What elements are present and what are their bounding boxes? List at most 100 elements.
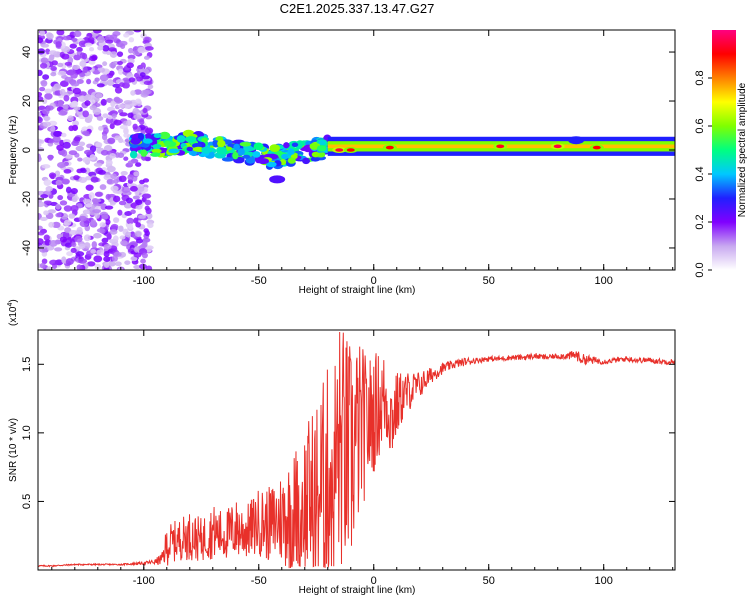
noise-speckle [103, 262, 110, 269]
band-mark [130, 137, 141, 145]
colorbar-tick-label: 0.8 [694, 70, 706, 85]
noise-speckle [76, 264, 82, 270]
noise-speckle [133, 246, 140, 253]
noise-speckle [89, 55, 97, 62]
noise-speckle [119, 112, 128, 117]
noise-speckle [62, 104, 69, 110]
noise-speckle [135, 238, 143, 244]
noise-speckle [41, 164, 51, 169]
noise-speckle [45, 186, 53, 192]
noise-speckle [135, 222, 142, 228]
noise-speckle [109, 50, 118, 58]
noise-speckle [59, 200, 68, 206]
noise-speckle [116, 51, 124, 57]
noise-speckle [133, 264, 141, 270]
noise-speckle [39, 216, 48, 222]
noise-speckle [58, 110, 68, 116]
blob-mark [269, 175, 286, 184]
snr-x-ticks: -100 -50 0 50 100 [51, 330, 674, 587]
spectrogram-x-tick-label: -100 [133, 275, 155, 287]
noise-speckle [61, 53, 70, 60]
noise-speckle [114, 86, 123, 94]
noise-speckle [43, 179, 52, 186]
noise-speckle [143, 55, 150, 60]
noise-speckle [84, 149, 93, 155]
spectrogram-y-tick-label: -40 [21, 240, 33, 256]
noise-speckle [108, 47, 117, 52]
band-mark [287, 148, 295, 157]
snr-y-label: SNR (10 * v/v) [8, 418, 19, 482]
noise-speckle [93, 255, 103, 263]
snr-y-scale: (x104) [7, 299, 19, 326]
noise-speckle [39, 86, 46, 92]
noise-speckle [120, 240, 128, 246]
noise-speckle [90, 219, 97, 226]
noise-speckle [50, 65, 57, 72]
noise-speckle [59, 88, 66, 96]
noise-speckle [68, 150, 78, 156]
band-mark [129, 150, 138, 159]
noise-speckle [118, 225, 124, 232]
noise-speckle [87, 113, 93, 121]
noise-speckle [79, 52, 86, 59]
noise-speckle [70, 247, 77, 253]
spectrogram-x-label: Height of straight line (km) [299, 285, 416, 296]
noise-speckle [119, 235, 126, 240]
noise-speckle [102, 45, 110, 52]
noise-speckle [143, 80, 153, 86]
noise-speckle [125, 197, 134, 204]
noise-speckle [73, 136, 81, 142]
noise-speckle [105, 193, 112, 200]
spectrogram-y-label: Frequency (Hz) [8, 116, 19, 185]
noise-speckle [93, 162, 103, 167]
band-mark [281, 153, 289, 160]
noise-speckle [117, 60, 123, 66]
noise-speckle [101, 237, 109, 243]
noise-speckle [84, 42, 93, 47]
noise-speckle [48, 50, 58, 55]
noise-speckle [99, 222, 107, 228]
snr-x-tick-label: 100 [595, 575, 613, 587]
noise-speckle [88, 192, 95, 200]
noise-speckle [121, 186, 131, 193]
noise-speckle [94, 191, 103, 197]
noise-speckle [78, 177, 88, 184]
noise-speckle [55, 203, 61, 210]
noise-speckle [105, 219, 111, 225]
band-mark [318, 140, 326, 146]
noise-speckle [107, 115, 113, 120]
noise-speckle [117, 104, 126, 109]
snr-x-tick-label: -50 [251, 575, 267, 587]
noise-speckle [132, 123, 138, 130]
noise-speckle [53, 130, 62, 137]
noise-speckle [55, 41, 62, 48]
noise-speckle [103, 174, 112, 181]
noise-speckle [59, 80, 69, 87]
noise-speckle [105, 159, 113, 166]
noise-speckle [45, 245, 55, 251]
noise-speckle [68, 213, 76, 219]
noise-speckle [109, 62, 117, 69]
noise-speckle [42, 121, 52, 127]
noise-speckle [61, 178, 70, 185]
noise-speckle [83, 234, 91, 242]
noise-speckle [62, 35, 72, 41]
snr-y-scale-exponent: 4 [7, 303, 14, 307]
snr-x-tick-label: 0 [371, 575, 377, 587]
noise-speckle [142, 89, 152, 95]
snr-y-tick-label: 1.0 [21, 425, 33, 440]
band-mark [152, 144, 162, 149]
noise-speckle [100, 149, 109, 156]
noise-speckle [109, 201, 116, 206]
noise-speckle [56, 30, 65, 36]
noise-speckle [97, 170, 106, 175]
band-mark [186, 146, 194, 152]
noise-speckle [96, 83, 105, 88]
colorbar-ticks: 0.0 0.2 0.4 0.6 0.8 [694, 70, 712, 278]
noise-speckle [62, 141, 71, 149]
noise-speckle [112, 195, 121, 203]
noise-speckle [84, 100, 91, 107]
noise-speckle [95, 141, 103, 148]
snr-panel: -100 -50 0 50 100 0.5 1.0 1.5 Height of straig… [7, 299, 676, 596]
